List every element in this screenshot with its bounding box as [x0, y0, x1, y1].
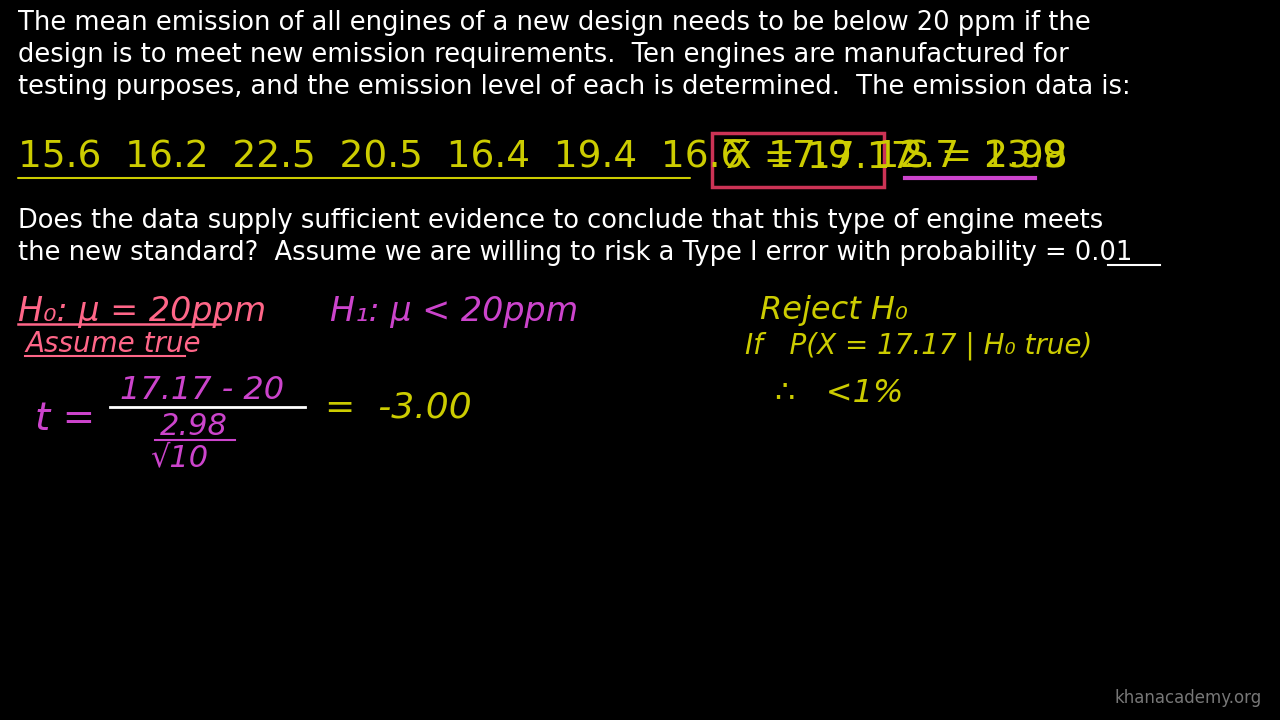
Text: the new standard?  Assume we are willing to risk a Type I error with probability: the new standard? Assume we are willing … — [18, 240, 1133, 266]
Text: X = 17.17: X = 17.17 — [726, 140, 915, 176]
Text: The mean emission of all engines of a new design needs to be below 20 ppm if the: The mean emission of all engines of a ne… — [18, 10, 1091, 36]
Text: H₀: μ = 20ppm: H₀: μ = 20ppm — [18, 295, 266, 328]
Text: ∴   <1%: ∴ <1% — [774, 378, 904, 409]
Text: H₁: μ < 20ppm: H₁: μ < 20ppm — [330, 295, 579, 328]
Text: 2.98: 2.98 — [160, 412, 228, 441]
Text: t =: t = — [35, 400, 95, 438]
Text: 17.17 - 20: 17.17 - 20 — [120, 375, 284, 406]
Text: khanacademy.org: khanacademy.org — [1115, 689, 1262, 707]
Text: 15.6  16.2  22.5  20.5  16.4  19.4  16.6  17.9  12.7  13.9: 15.6 16.2 22.5 20.5 16.4 19.4 16.6 17.9 … — [18, 140, 1066, 176]
Text: =  -3.00: = -3.00 — [325, 390, 472, 424]
Text: Assume true: Assume true — [26, 330, 201, 358]
Text: S = 2.98: S = 2.98 — [905, 140, 1068, 176]
Text: If   P(Χ = 17.17 | H₀ true): If P(Χ = 17.17 | H₀ true) — [745, 332, 1092, 361]
Text: Does the data supply sufficient evidence to conclude that this type of engine me: Does the data supply sufficient evidence… — [18, 208, 1103, 234]
Text: √10: √10 — [150, 443, 209, 472]
Text: design is to meet new emission requirements.  Ten engines are manufactured for: design is to meet new emission requireme… — [18, 42, 1069, 68]
Text: Reject H₀: Reject H₀ — [760, 295, 908, 326]
Text: testing purposes, and the emission level of each is determined.  The emission da: testing purposes, and the emission level… — [18, 74, 1130, 100]
